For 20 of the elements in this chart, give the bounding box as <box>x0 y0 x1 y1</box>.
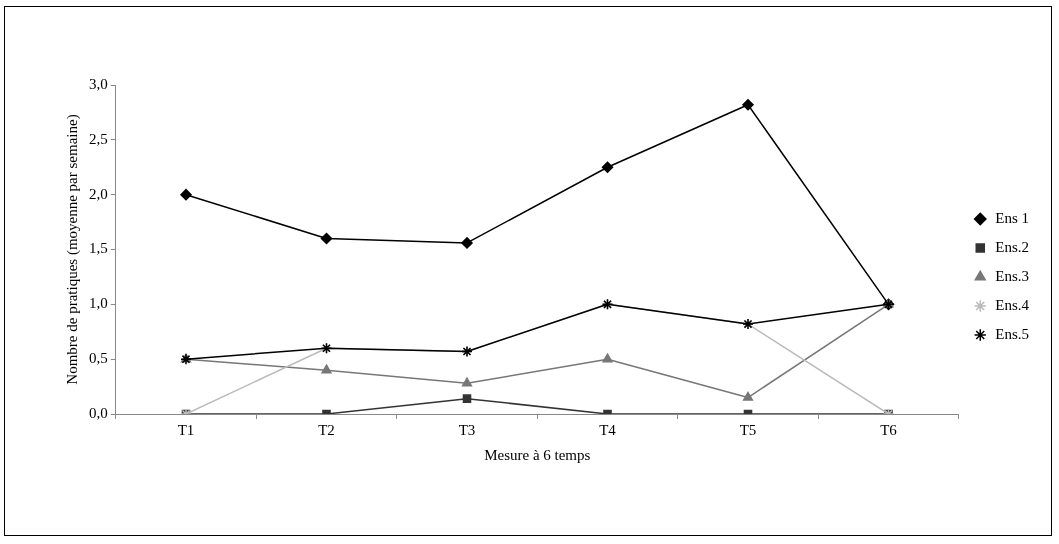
legend-label: Ens.5 <box>995 325 1029 342</box>
legend-label: Ens 1 <box>995 209 1029 226</box>
y-axis-title: Nombre de pratiques (moyenne par semaine) <box>63 114 81 385</box>
x-tick-label: T2 <box>318 421 335 438</box>
y-tick-label: 1,5 <box>89 240 108 257</box>
x-axis-title: Mesure à 6 temps <box>484 446 591 463</box>
y-tick-label: 0,5 <box>89 350 108 367</box>
x-tick-label: T1 <box>177 421 195 438</box>
x-tick-label: T3 <box>458 421 476 438</box>
y-tick-label: 2,0 <box>89 185 108 202</box>
y-tick-label: 1,0 <box>89 295 108 312</box>
x-tick-label: T6 <box>880 421 898 438</box>
legend-label: Ens.4 <box>995 296 1030 313</box>
x-tick-label: T4 <box>599 421 617 438</box>
legend-label: Ens.2 <box>995 238 1029 255</box>
y-tick-label: 3,0 <box>89 75 108 92</box>
legend-label: Ens.3 <box>995 267 1029 284</box>
x-tick-label: T5 <box>739 421 757 438</box>
y-tick-label: 2,5 <box>89 130 108 147</box>
y-tick-label: 0,0 <box>89 404 108 421</box>
